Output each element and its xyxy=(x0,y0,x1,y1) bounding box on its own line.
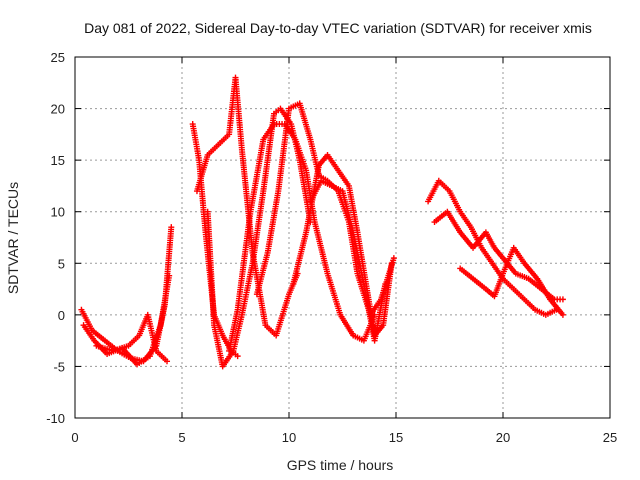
x-axis-title: GPS time / hours xyxy=(287,457,394,473)
data-point xyxy=(559,311,566,318)
x-tick-label: 5 xyxy=(178,430,185,445)
y-tick-label: 10 xyxy=(51,205,65,220)
data-point xyxy=(559,296,566,303)
data-point xyxy=(166,272,173,279)
x-tick-label: 25 xyxy=(603,430,617,445)
y-tick-label: 0 xyxy=(58,308,65,323)
y-tick-label: 25 xyxy=(51,50,65,65)
series-track-7 xyxy=(226,121,378,354)
x-tick-label: 0 xyxy=(71,430,78,445)
data-point xyxy=(234,353,241,360)
series-track-3 xyxy=(93,311,171,365)
y-tick-label: 15 xyxy=(51,153,65,168)
grid xyxy=(75,57,610,418)
data-point xyxy=(164,358,171,365)
x-tick-label: 15 xyxy=(389,430,403,445)
y-tick-label: 20 xyxy=(51,102,65,117)
chart-title: Day 081 of 2022, Sidereal Day-to-day VTE… xyxy=(84,20,592,36)
x-tick-label: 10 xyxy=(282,430,296,445)
y-tick-label: -10 xyxy=(46,411,65,426)
axis-ticks: 0 5 10 15 20 25 -10 -5 0 5 10 15 20 25 xyxy=(46,50,617,445)
data-point xyxy=(168,224,175,231)
data-point xyxy=(388,260,395,267)
data-point xyxy=(382,280,389,287)
series-track-8 xyxy=(253,100,397,318)
series-track-10 xyxy=(307,177,389,344)
data-markers xyxy=(78,74,566,370)
y-tick-label: 5 xyxy=(58,256,65,271)
series-track-1 xyxy=(78,224,175,365)
series-track-13 xyxy=(457,244,566,318)
x-tick-label: 20 xyxy=(496,430,510,445)
data-point xyxy=(390,255,397,262)
y-tick-label: -5 xyxy=(53,359,65,374)
plot-frame xyxy=(74,56,611,419)
y-axis-title: SDTVAR / TECUs xyxy=(5,182,21,294)
